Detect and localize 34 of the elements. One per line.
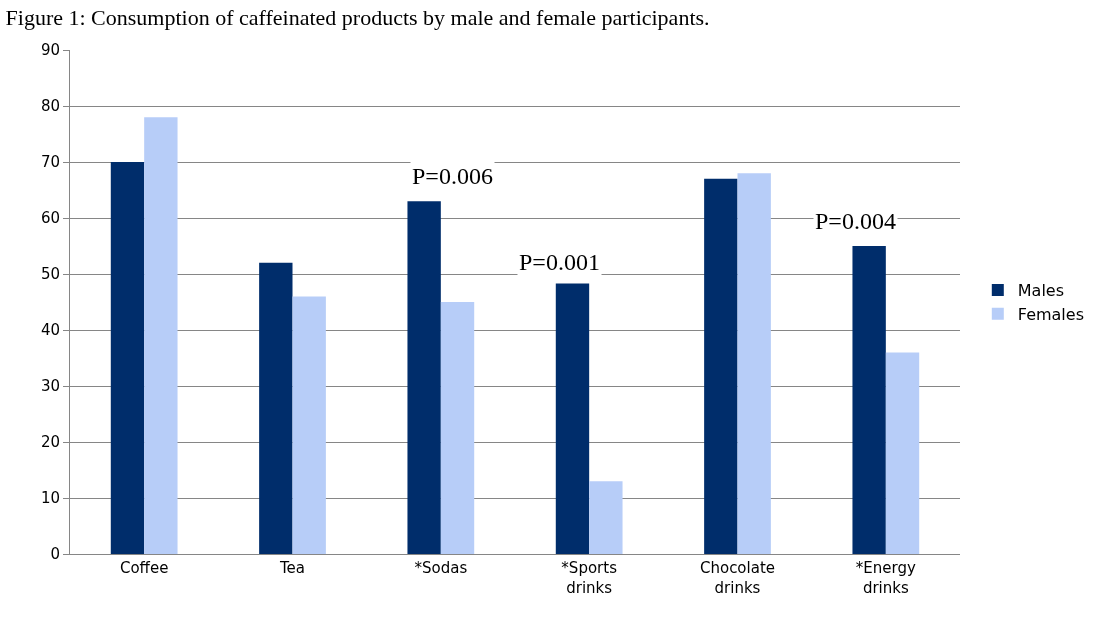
legend-label: Females	[1017, 304, 1084, 324]
bar	[555, 283, 590, 554]
annotation: P=0.004	[815, 208, 896, 234]
y-tick-label: 30	[40, 377, 60, 396]
legend-label: Males	[1017, 281, 1065, 301]
x-tick-label: *Sodas	[414, 559, 468, 577]
x-tick-label: *Sports drinks	[561, 559, 618, 597]
y-tick-label: 40	[40, 321, 60, 340]
bar	[110, 162, 145, 554]
y-tick-label: 0	[50, 545, 60, 564]
bar	[852, 246, 886, 554]
x-tick-label: *Energy drinks	[855, 559, 916, 597]
y-tick-label: 90	[40, 41, 60, 60]
annotation: P=0.006	[412, 163, 493, 189]
x-tick-label: Chocolate drinks	[699, 559, 776, 597]
bar	[589, 481, 623, 554]
bar	[737, 173, 771, 554]
annotation: P=0.001	[519, 249, 600, 275]
bar	[144, 117, 178, 554]
y-tick-label: 20	[40, 433, 60, 452]
x-tick-label: Coffee	[119, 559, 169, 577]
chart-title: Figure 1: Consumption of caffeinated products by male and female participants.	[5, 4, 710, 30]
bar	[259, 262, 293, 554]
y-tick-label: 70	[40, 153, 60, 172]
bar	[407, 201, 441, 554]
bar	[704, 178, 738, 554]
bar	[885, 352, 920, 554]
y-tick-label: 50	[40, 265, 60, 284]
y-tick-label: 10	[40, 489, 60, 508]
y-tick-label: 80	[40, 97, 60, 116]
y-tick-label: 60	[40, 209, 60, 228]
bar	[292, 296, 326, 554]
bar	[440, 302, 475, 554]
x-tick-label: Tea	[278, 559, 306, 577]
